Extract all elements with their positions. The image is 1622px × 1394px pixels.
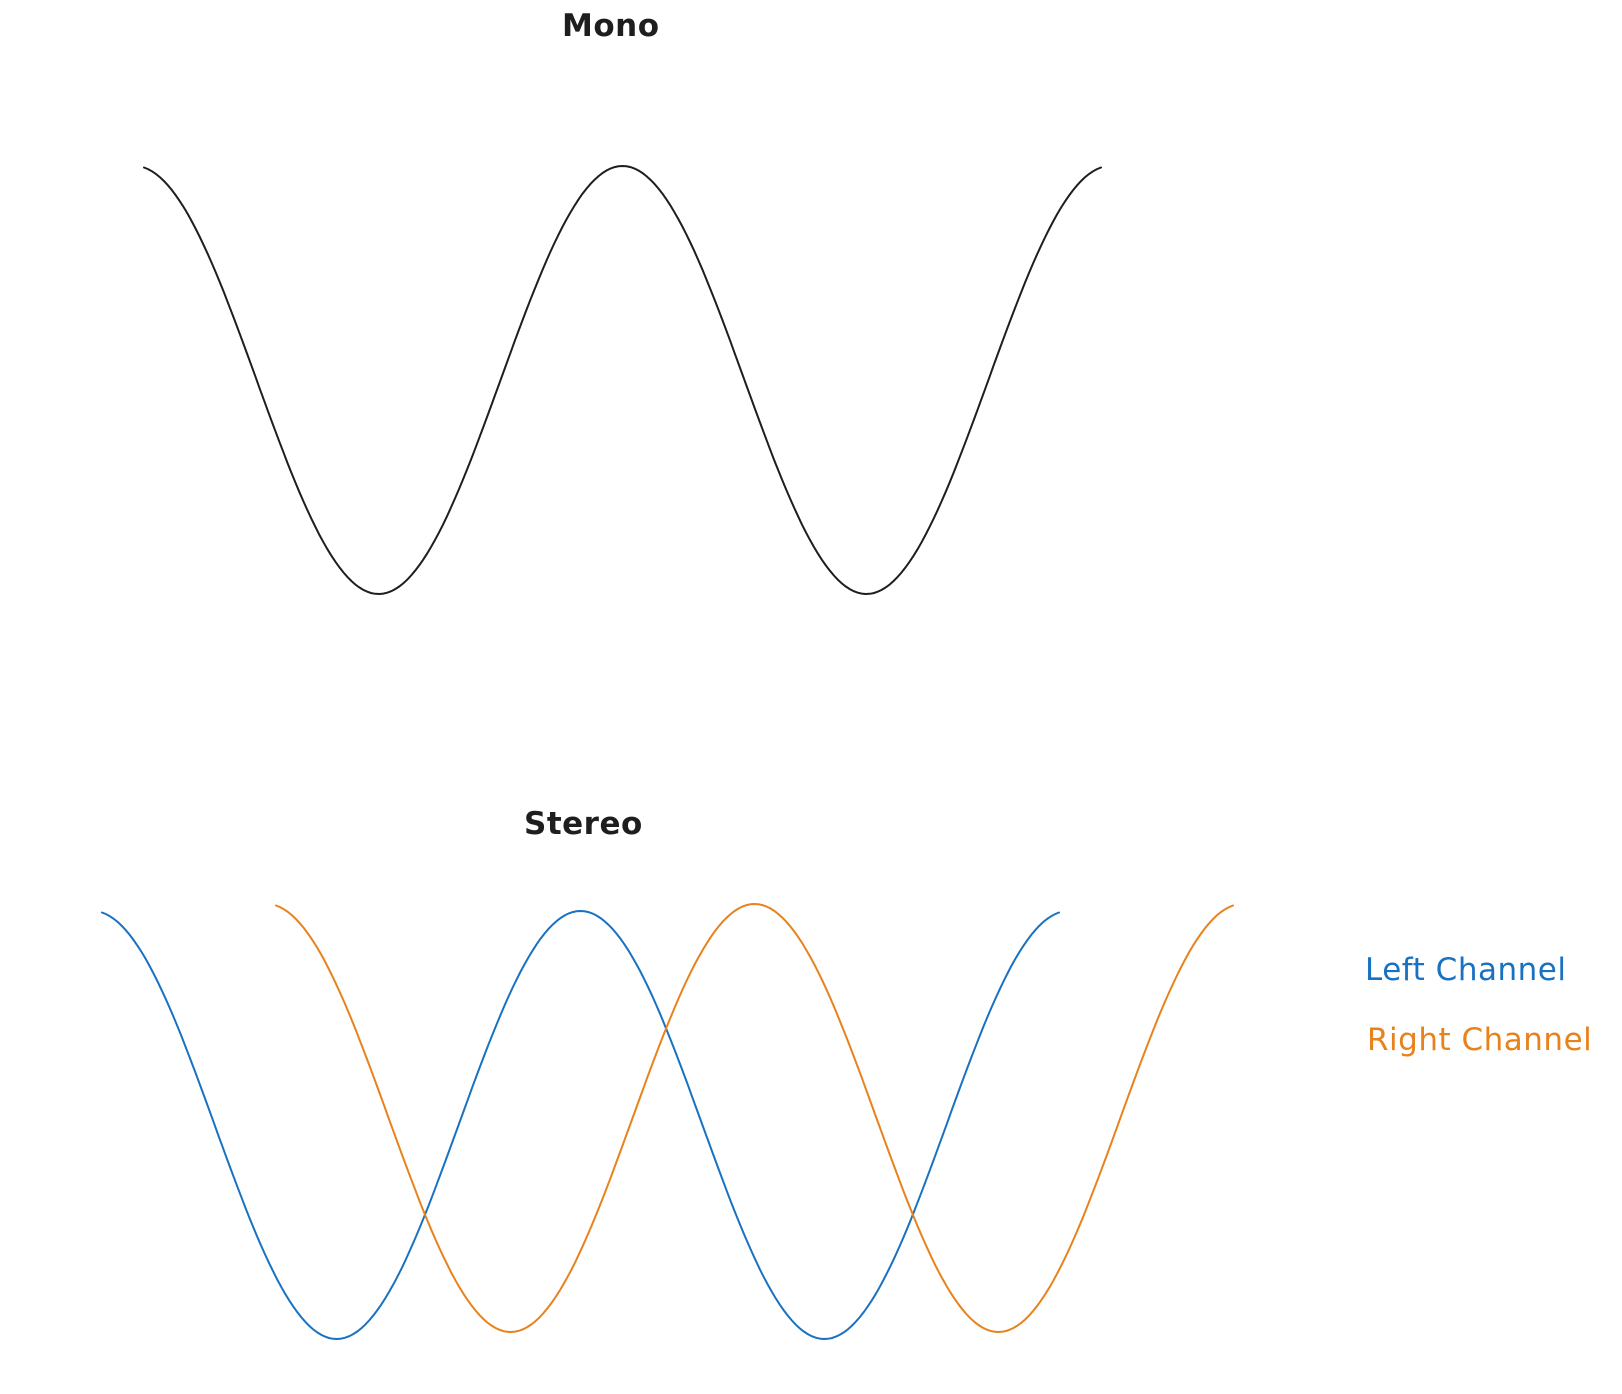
mono-waveform xyxy=(143,164,1102,596)
stereo-right-channel-waveform xyxy=(275,902,1234,1334)
legend-left-channel: Left Channel xyxy=(1365,952,1567,988)
stereo-left-channel-waveform xyxy=(101,909,1060,1341)
mono-title: Mono xyxy=(562,8,660,44)
legend-right-channel: Right Channel xyxy=(1367,1022,1593,1058)
stereo-title: Stereo xyxy=(524,806,643,842)
